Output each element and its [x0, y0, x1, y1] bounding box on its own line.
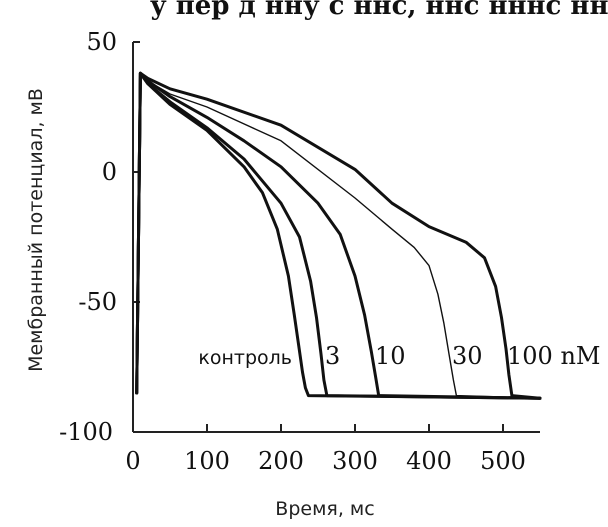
x-tick-label: 500: [480, 447, 526, 475]
y-tick-label: -50: [78, 288, 117, 316]
top-text-fragment: у пер д нну с ннс, ннс нннс нн: [150, 0, 608, 21]
y-tick-label: -100: [59, 418, 113, 446]
x-tick-label: 400: [406, 447, 452, 475]
series-line-5: [135, 71, 542, 400]
x-tick-label: 300: [332, 447, 378, 475]
x-tick-label: 100: [184, 447, 230, 475]
series-line-4: [136, 72, 541, 399]
axes: [132, 42, 540, 433]
x-axis-title: Время, мс: [275, 498, 374, 520]
series-label-2: 3: [325, 342, 340, 370]
x-tick-label: 0: [125, 447, 140, 475]
series-label-4: 30: [452, 342, 483, 370]
series-label-5: 100 nM: [507, 342, 600, 370]
y-tick-label: 50: [86, 28, 117, 56]
series-line-3: [135, 71, 542, 400]
x-tick-label: 200: [258, 447, 304, 475]
series-lines: [135, 71, 542, 400]
series-label-1: контроль: [198, 347, 292, 369]
y-axis-title: Мембранный потенциал, мВ: [25, 88, 47, 372]
series-labels: контроль 3 10 30 100 nM: [198, 342, 600, 370]
series-label-3: 10: [375, 342, 406, 370]
series-line-2: [135, 71, 542, 400]
y-tick-label: 0: [102, 158, 117, 186]
